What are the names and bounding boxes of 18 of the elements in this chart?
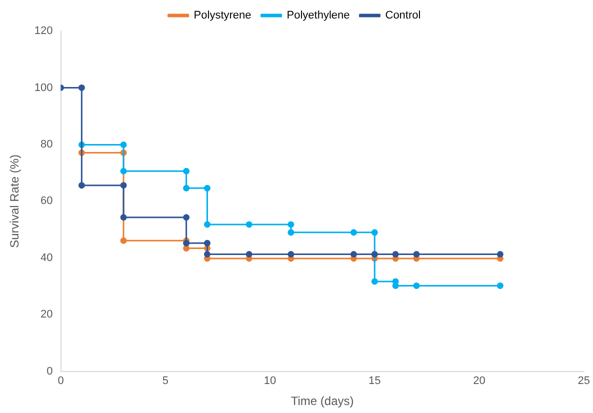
- x-tick-label: 20: [473, 375, 486, 388]
- x-tick-label: 5: [162, 375, 168, 388]
- y-tick-label: 0: [46, 365, 53, 378]
- x-tick-label: 25: [578, 375, 590, 388]
- y-tick-label: 60: [40, 195, 53, 208]
- y-tick-label: 100: [34, 82, 53, 94]
- legend-label: Control: [385, 10, 421, 22]
- x-axis-title: Time (days): [290, 394, 354, 408]
- x-tick-label: 10: [264, 375, 276, 388]
- y-axis-title: Survival Rate (%): [8, 154, 22, 248]
- y-tick-label: 40: [40, 252, 53, 264]
- x-tick-label: 15: [368, 375, 381, 388]
- y-tick-label: 120: [34, 25, 53, 38]
- legend-label: Polyethylene: [286, 10, 350, 22]
- y-tick-label: 20: [40, 308, 53, 321]
- legend-label: Polystyrene: [194, 10, 252, 22]
- x-tick-label: 0: [58, 375, 64, 388]
- y-tick-label: 80: [40, 138, 53, 150]
